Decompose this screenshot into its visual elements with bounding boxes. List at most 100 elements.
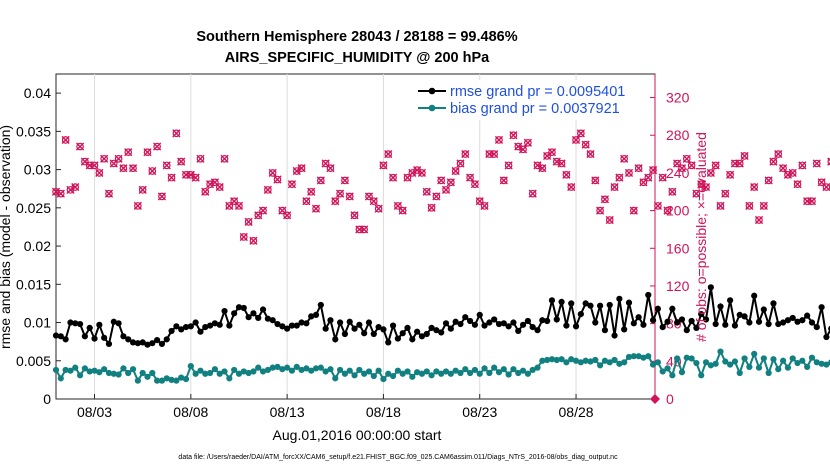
x-tick-label: 08/08 — [173, 404, 208, 420]
bias-point — [346, 367, 353, 374]
obs-possible-point — [519, 145, 527, 154]
obs-possible-point — [682, 154, 691, 163]
obs-evaluated-point — [374, 204, 383, 213]
obs-possible-point — [707, 169, 715, 177]
bias-point — [515, 369, 522, 377]
rmse-point — [245, 314, 252, 321]
obs-possible-point — [341, 176, 349, 185]
obs-possible-point — [162, 161, 171, 170]
obs-possible-point — [644, 173, 653, 182]
rmse-point — [495, 320, 503, 328]
rmse-point — [630, 320, 637, 327]
obs-evaluated-point — [446, 178, 455, 187]
rmse-point — [486, 319, 493, 326]
obs-evaluated-point — [518, 145, 528, 154]
obs-evaluated-point — [596, 206, 605, 215]
rmse-point — [577, 311, 584, 318]
x-tick-label: 08/23 — [462, 404, 497, 420]
bias-point — [91, 367, 98, 374]
data-marks — [51, 129, 830, 404]
rmse-point — [755, 318, 763, 325]
rmse-point — [438, 329, 445, 336]
obs-possible-point — [827, 158, 830, 166]
rmse-point — [587, 302, 594, 309]
rmse-point — [664, 318, 671, 325]
rmse-point — [409, 336, 416, 343]
y-tick-label: 0.01 — [24, 315, 51, 331]
bias-point — [211, 366, 218, 373]
obs-evaluated-point — [509, 131, 518, 140]
obs-possible-point — [808, 197, 816, 205]
bias-point — [654, 359, 661, 366]
obs-evaluated-point — [750, 182, 759, 192]
bias-point — [284, 364, 291, 371]
bias-point — [399, 370, 406, 377]
obs-possible-point — [769, 157, 778, 166]
obs-evaluated-point — [66, 185, 75, 194]
bias-point — [404, 368, 411, 375]
obs-possible-point — [384, 150, 393, 158]
obs-possible-point — [630, 206, 638, 215]
obs-evaluated-point — [417, 168, 427, 178]
bias-point — [471, 366, 479, 374]
rmse-point — [548, 297, 556, 304]
obs-evaluated-point — [408, 168, 417, 178]
rmse-point — [457, 320, 464, 328]
obs-possible-point — [321, 159, 330, 168]
obs-evaluated-point — [311, 204, 321, 213]
obs-possible-point — [793, 180, 802, 189]
rmse-point — [698, 311, 705, 318]
obs-evaluated-point — [51, 187, 61, 196]
rmse-point — [621, 326, 628, 333]
y2-tick-label: 320 — [666, 90, 690, 106]
bias-point — [76, 372, 84, 379]
bias-point — [784, 364, 791, 371]
bias-point — [765, 369, 772, 377]
bias-point — [168, 376, 175, 383]
rmse-point — [404, 324, 411, 331]
bias-point — [688, 355, 695, 362]
rmse-point — [779, 319, 787, 326]
bias-point — [327, 366, 334, 373]
obs-evaluated-point — [774, 149, 783, 159]
bias-point — [409, 373, 416, 380]
rmse-point — [625, 299, 633, 306]
obs-possible-point — [711, 161, 720, 170]
grid — [94, 74, 577, 399]
bias-point — [466, 369, 474, 377]
y-tick-label: 0.03 — [24, 162, 51, 178]
rmse-point — [558, 298, 565, 305]
rmse-point — [702, 316, 710, 323]
obs-evaluated-point — [788, 168, 797, 178]
bias-point — [332, 375, 339, 382]
obs-possible-point — [167, 173, 176, 182]
rmse-point — [635, 314, 642, 321]
obs-possible-point — [418, 169, 426, 177]
rmse-point — [206, 322, 214, 329]
rmse-point — [264, 315, 271, 322]
obs-evaluated-point — [543, 151, 552, 161]
rmse-point — [81, 333, 88, 340]
obs-possible-point — [735, 159, 744, 168]
obs-evaluated-point — [172, 129, 181, 138]
rmse-point — [688, 317, 695, 325]
obs-possible-point — [264, 186, 272, 194]
obs-possible-point — [230, 197, 238, 205]
obs-possible-point — [182, 170, 190, 179]
rmse-point — [375, 324, 382, 331]
rmse-point — [414, 328, 421, 335]
obs-evaluated-point — [716, 201, 725, 210]
obs-evaluated-point — [605, 215, 614, 225]
obs-evaluated-point — [258, 206, 268, 215]
bias-point — [274, 363, 281, 370]
obs-possible-point — [259, 206, 267, 215]
obs-possible-point — [668, 187, 677, 196]
obs-possible-point — [225, 202, 234, 210]
obs-evaluated-point — [567, 182, 576, 192]
bias-point — [678, 369, 686, 376]
obs-evaluated-point — [422, 187, 431, 196]
rmse-point — [62, 336, 69, 343]
obs-evaluated-point — [205, 180, 215, 189]
obs-evaluated-point — [726, 170, 735, 179]
bias-point — [592, 356, 599, 364]
